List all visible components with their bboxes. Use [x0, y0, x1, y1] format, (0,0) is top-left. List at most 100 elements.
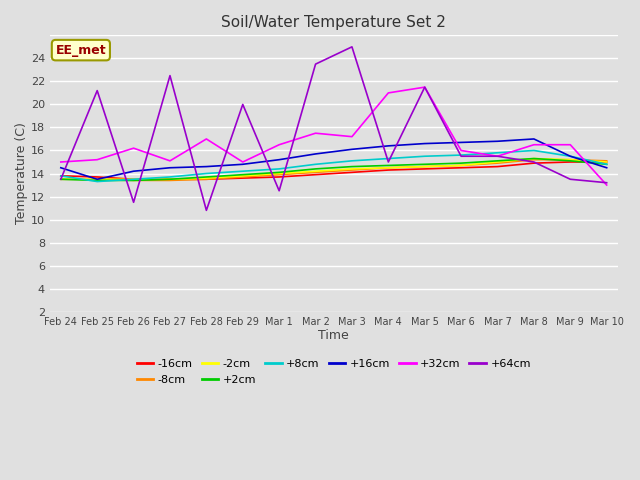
Line: -16cm: -16cm	[61, 162, 607, 179]
+8cm	[57, 173, 65, 179]
Line: +2cm: +2cm	[61, 158, 607, 180]
+64cm	[421, 84, 429, 90]
Line: -8cm: -8cm	[61, 160, 607, 180]
+32cm	[57, 159, 65, 165]
+32cm	[93, 157, 101, 163]
-2cm	[348, 166, 356, 172]
+16cm	[130, 168, 138, 174]
+32cm	[312, 131, 319, 136]
+32cm	[275, 142, 283, 147]
+8cm	[421, 153, 429, 159]
-16cm	[166, 176, 174, 182]
-16cm	[275, 174, 283, 180]
+2cm	[202, 174, 210, 180]
+32cm	[457, 147, 465, 153]
-16cm	[457, 165, 465, 170]
-16cm	[385, 167, 392, 173]
+8cm	[275, 166, 283, 172]
+8cm	[93, 179, 101, 184]
+32cm	[385, 90, 392, 96]
+64cm	[566, 176, 574, 182]
+2cm	[93, 178, 101, 183]
+2cm	[239, 172, 246, 178]
+2cm	[166, 176, 174, 182]
+64cm	[275, 188, 283, 193]
+8cm	[166, 174, 174, 180]
Y-axis label: Temperature (C): Temperature (C)	[15, 122, 28, 225]
+32cm	[130, 145, 138, 151]
X-axis label: Time: Time	[318, 329, 349, 342]
-16cm	[493, 164, 501, 169]
+64cm	[385, 159, 392, 165]
+32cm	[566, 142, 574, 147]
-2cm	[421, 164, 429, 169]
+2cm	[493, 158, 501, 164]
+8cm	[566, 153, 574, 159]
+8cm	[530, 147, 538, 153]
-8cm	[603, 158, 611, 164]
+2cm	[312, 166, 319, 172]
-16cm	[239, 175, 246, 181]
-16cm	[348, 169, 356, 175]
-16cm	[312, 172, 319, 178]
Line: -2cm: -2cm	[61, 158, 607, 179]
+32cm	[493, 153, 501, 159]
-2cm	[275, 170, 283, 176]
-8cm	[166, 178, 174, 183]
+2cm	[530, 156, 538, 161]
-16cm	[603, 159, 611, 165]
-16cm	[202, 176, 210, 182]
-2cm	[202, 175, 210, 181]
+16cm	[166, 165, 174, 170]
-8cm	[530, 157, 538, 163]
+16cm	[603, 165, 611, 170]
-8cm	[348, 167, 356, 173]
+16cm	[566, 153, 574, 159]
+2cm	[457, 160, 465, 166]
-2cm	[166, 176, 174, 182]
-2cm	[130, 176, 138, 182]
-8cm	[457, 163, 465, 168]
+8cm	[493, 150, 501, 156]
+32cm	[530, 142, 538, 147]
+16cm	[421, 141, 429, 146]
-2cm	[603, 159, 611, 165]
+8cm	[239, 168, 246, 174]
-2cm	[566, 157, 574, 163]
-8cm	[57, 176, 65, 182]
+32cm	[202, 136, 210, 142]
+8cm	[457, 152, 465, 158]
+8cm	[312, 161, 319, 167]
-2cm	[239, 173, 246, 179]
+16cm	[202, 164, 210, 169]
+32cm	[239, 159, 246, 165]
+64cm	[530, 159, 538, 165]
-16cm	[93, 174, 101, 180]
-8cm	[312, 169, 319, 175]
+32cm	[166, 158, 174, 164]
-8cm	[421, 164, 429, 169]
-2cm	[457, 163, 465, 168]
Line: +64cm: +64cm	[61, 47, 607, 210]
-2cm	[57, 176, 65, 182]
+32cm	[348, 134, 356, 140]
+64cm	[166, 73, 174, 79]
+16cm	[57, 165, 65, 170]
-2cm	[93, 176, 101, 182]
+8cm	[348, 158, 356, 164]
+16cm	[275, 157, 283, 163]
+2cm	[130, 178, 138, 183]
+16cm	[493, 138, 501, 144]
-2cm	[530, 156, 538, 161]
+64cm	[239, 102, 246, 108]
-8cm	[566, 157, 574, 163]
+64cm	[202, 207, 210, 213]
+2cm	[603, 161, 611, 167]
+64cm	[603, 180, 611, 186]
-16cm	[566, 159, 574, 165]
+64cm	[93, 88, 101, 94]
+16cm	[348, 146, 356, 152]
+16cm	[93, 176, 101, 182]
+32cm	[421, 84, 429, 90]
Line: +32cm: +32cm	[61, 87, 607, 185]
